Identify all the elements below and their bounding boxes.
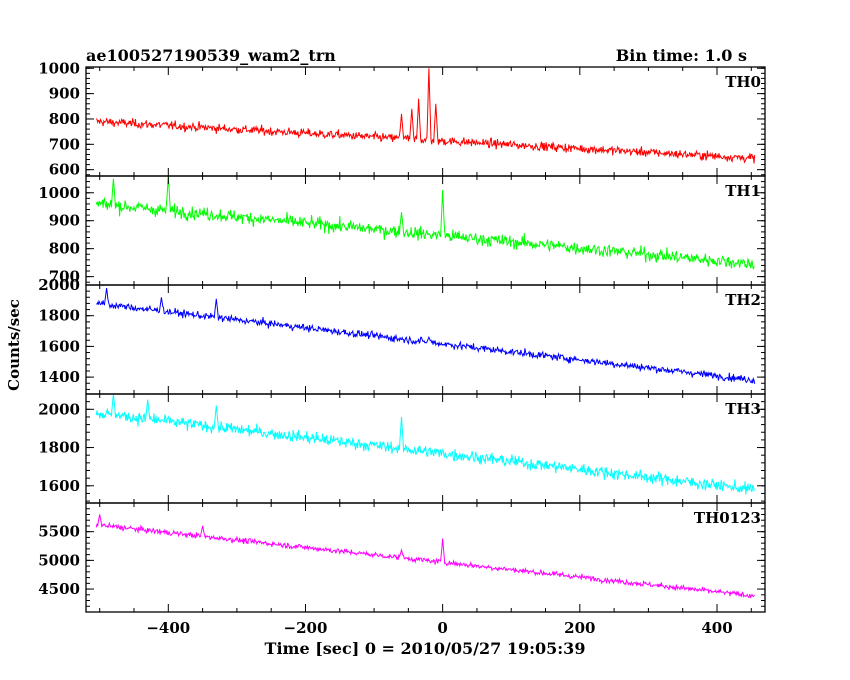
y-tick-label: 4500: [38, 580, 80, 598]
y-axis-label: Counts/sec: [5, 299, 23, 391]
y-tick-label: 2000: [38, 276, 80, 294]
series-line-th1: [95, 176, 755, 270]
y-tick-label: 1400: [38, 368, 80, 386]
x-axis-label: Time [sec] 0 = 2010/05/27 19:05:39: [265, 639, 586, 658]
y-tick-label: 1800: [38, 439, 80, 457]
y-tick-label: 1000: [38, 184, 80, 202]
y-tick-label: 800: [49, 240, 80, 258]
y-tick-label: 900: [49, 85, 80, 103]
x-tick-label: −400: [146, 619, 190, 637]
y-tick-label: 1000: [38, 59, 80, 77]
panel-frame: [85, 502, 766, 613]
x-tick-label: −200: [284, 619, 328, 637]
panel-label: TH2: [725, 291, 761, 309]
y-tick-label: 700: [49, 135, 80, 153]
y-tick-label: 800: [49, 110, 80, 128]
panel-th2: 1400 1600 1800 2000 TH2: [38, 276, 766, 395]
panel-frame: [85, 175, 766, 286]
x-tick-label: 0: [437, 619, 447, 637]
chart-title: ae100527190539_wam2_trn: [86, 46, 336, 65]
panel-label: TH0123: [694, 509, 761, 527]
y-tick-label: 2000: [38, 400, 80, 418]
y-tick-label: 900: [49, 212, 80, 230]
y-tick-label: 1600: [38, 477, 80, 495]
panel-frame: [85, 284, 766, 395]
y-tick-label: 700: [49, 268, 80, 286]
y-tick-label: 5500: [38, 523, 80, 541]
series-line-th2: [96, 288, 756, 384]
panel-label: TH0: [725, 73, 761, 91]
y-tick-label: 5000: [38, 551, 80, 569]
panel-label: TH1: [725, 182, 761, 200]
y-tick-label: 600: [49, 161, 80, 179]
y-tick-label: 1800: [38, 307, 80, 325]
series-line-th0123: [95, 514, 755, 599]
panel-th0123: 4500 5000 5500 TH0123: [38, 502, 766, 613]
x-tick-label: 400: [701, 619, 732, 637]
panel-label: TH3: [725, 400, 761, 418]
panel-th3: 1600 1800 2000 TH3: [38, 393, 766, 504]
series-line-th3: [95, 394, 756, 495]
panel-th0: 600 700 800 900 1000 TH0: [38, 59, 766, 179]
panel-th1: 700 800 900 1000 TH1: [38, 175, 766, 286]
series-line-th0: [95, 68, 756, 164]
bin-time-label: Bin time: 1.0 s: [616, 46, 747, 65]
panel-frame: [85, 66, 766, 177]
x-tick-label: 200: [564, 619, 595, 637]
y-tick-label: 1600: [38, 337, 80, 355]
